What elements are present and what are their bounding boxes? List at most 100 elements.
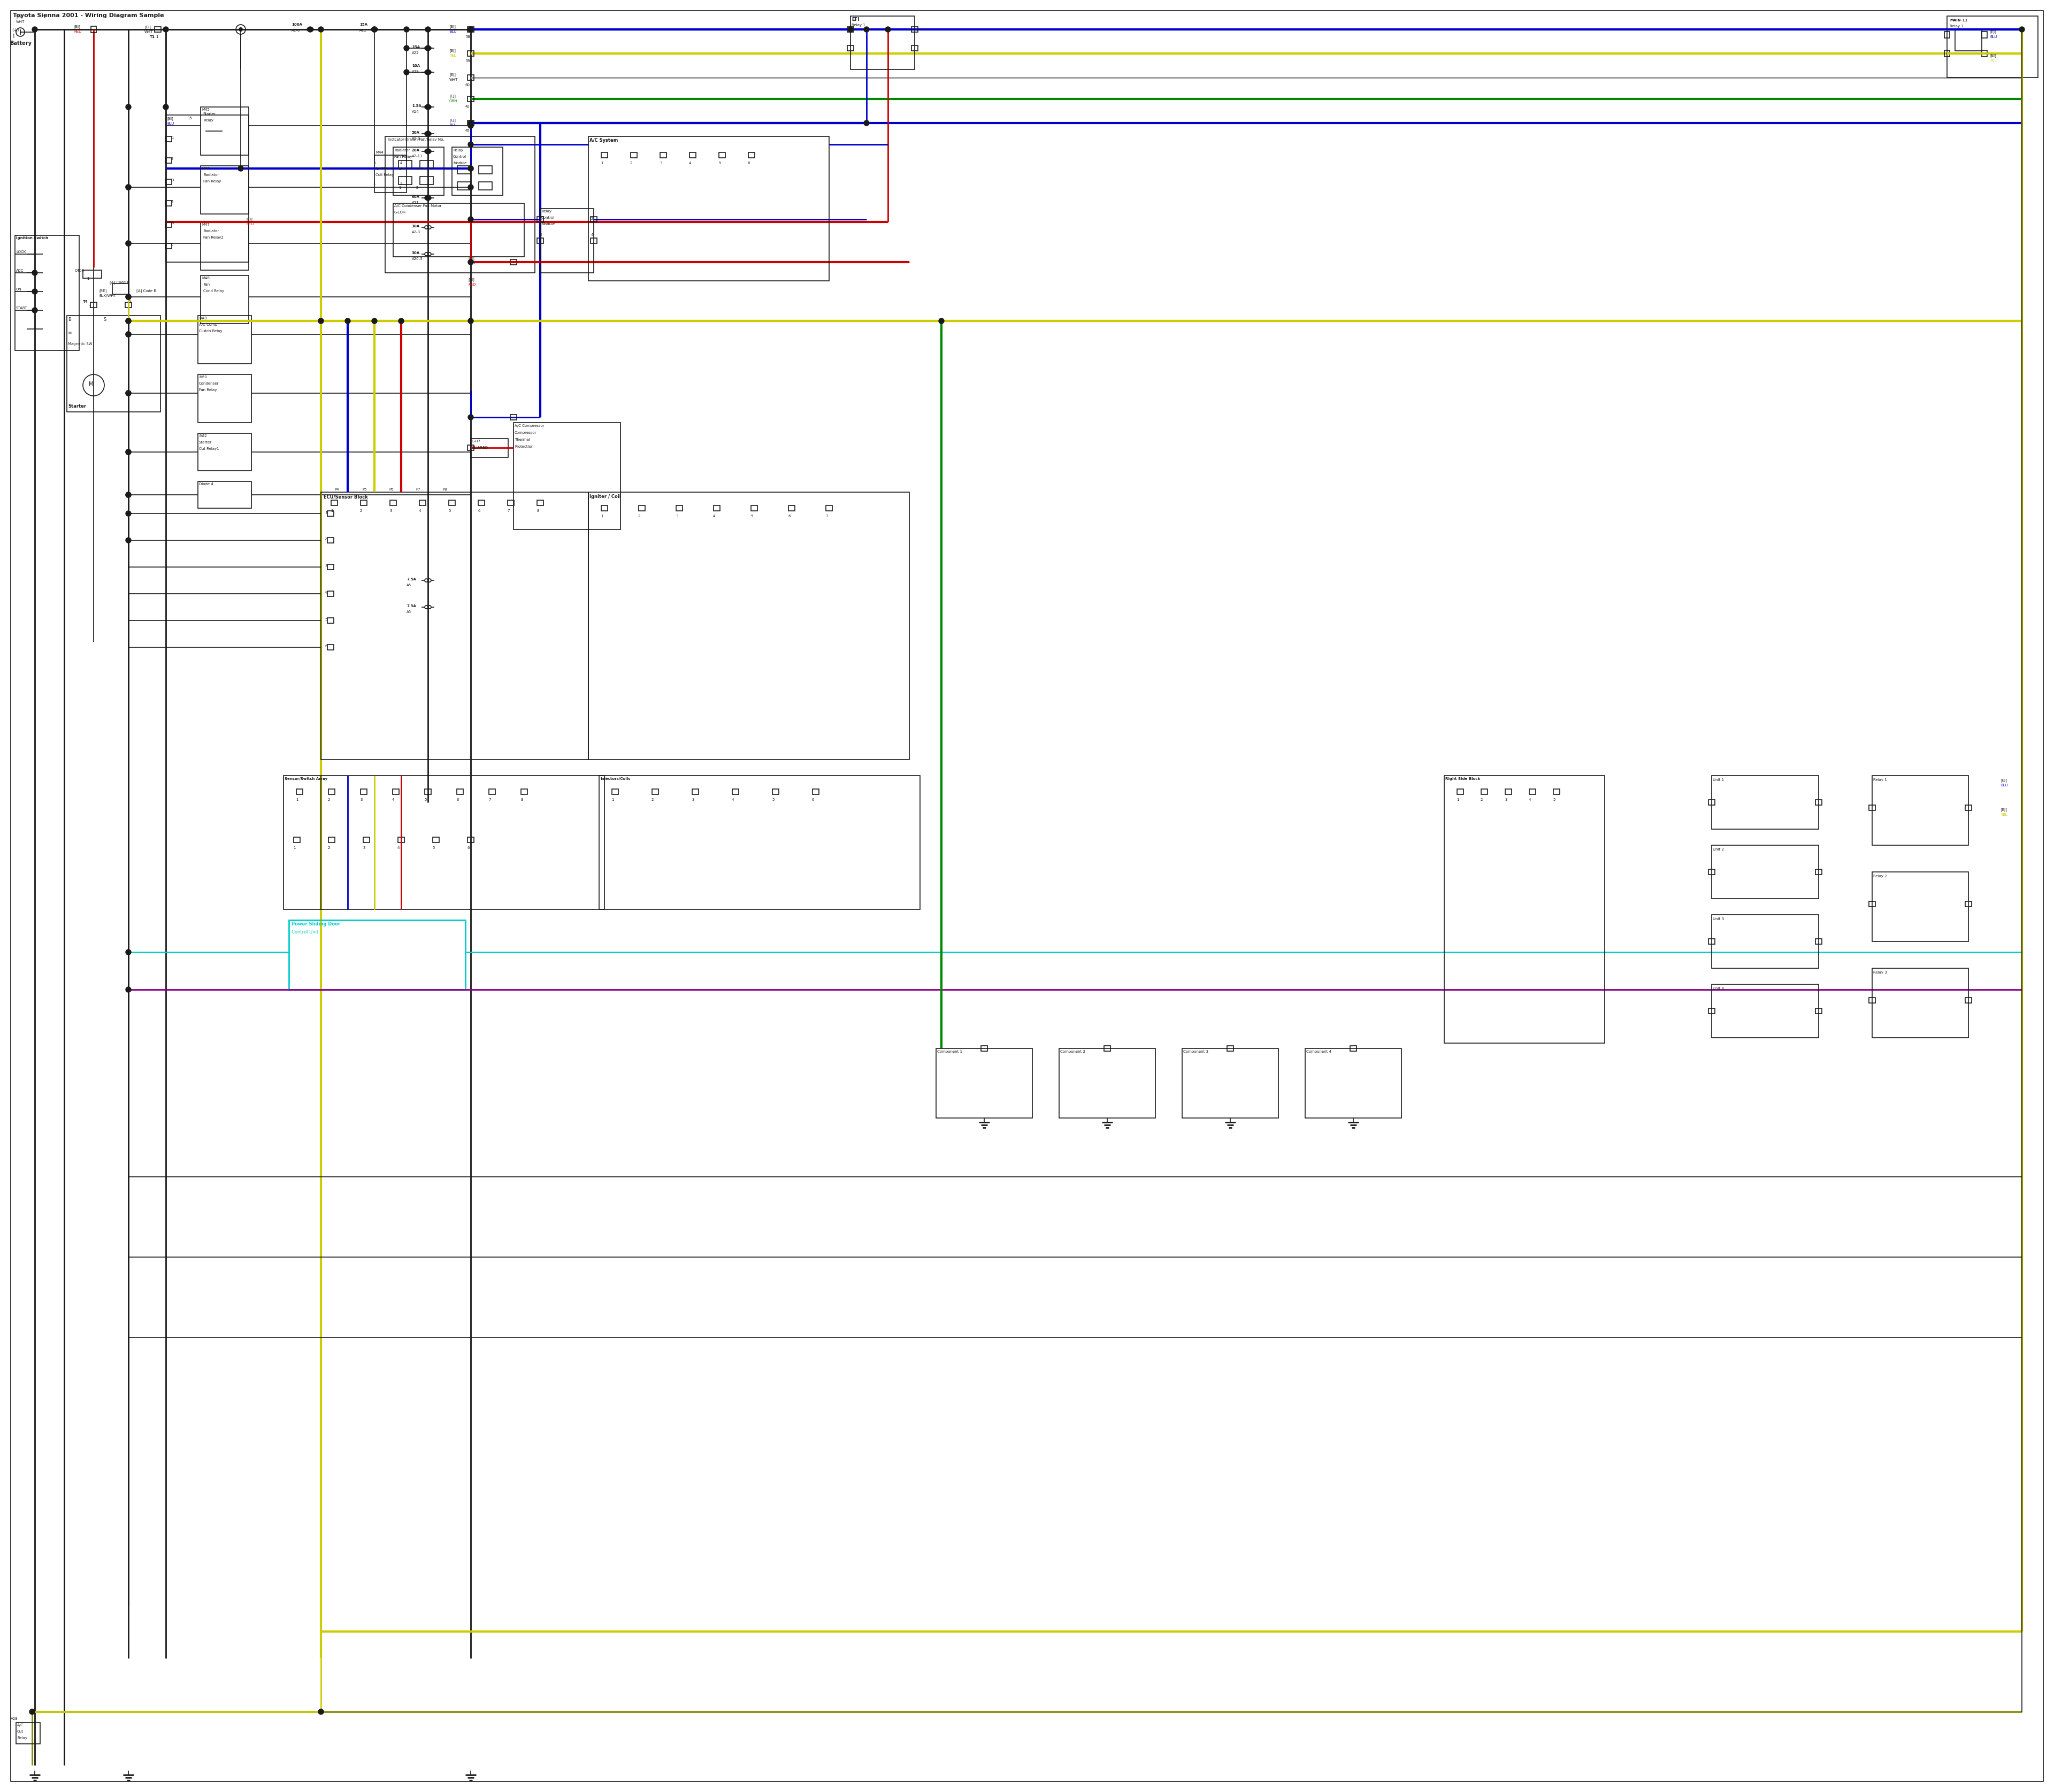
Text: P7: P7 xyxy=(415,487,421,491)
Bar xyxy=(468,837,474,842)
Text: B: B xyxy=(68,317,72,323)
Text: GRN: GRN xyxy=(450,100,458,102)
Circle shape xyxy=(33,308,37,314)
Text: Starter: Starter xyxy=(199,441,212,444)
Text: 5: 5 xyxy=(772,797,774,801)
Bar xyxy=(364,837,370,842)
Bar xyxy=(452,147,503,195)
Bar xyxy=(398,177,413,185)
Bar xyxy=(536,217,544,222)
Bar xyxy=(329,788,335,794)
Text: 50A: 50A xyxy=(413,131,419,134)
Bar xyxy=(1982,32,1986,38)
Text: Relay 1: Relay 1 xyxy=(1873,778,1888,781)
Text: 1: 1 xyxy=(43,14,45,18)
Text: 3: 3 xyxy=(1506,797,1508,801)
Text: YEL: YEL xyxy=(450,54,456,57)
Text: [EE]: [EE] xyxy=(99,289,107,292)
Circle shape xyxy=(468,120,472,125)
Text: C-H7: C-H7 xyxy=(472,439,481,443)
Circle shape xyxy=(939,319,945,324)
Circle shape xyxy=(125,332,131,337)
Circle shape xyxy=(162,27,168,32)
Bar xyxy=(197,434,251,471)
Bar xyxy=(164,244,173,249)
Bar xyxy=(433,837,440,842)
Circle shape xyxy=(425,27,431,32)
Bar xyxy=(1711,846,1818,898)
Text: Relay: Relay xyxy=(454,149,464,152)
Circle shape xyxy=(425,45,431,50)
Text: M: M xyxy=(68,332,72,335)
Bar xyxy=(651,788,659,794)
Text: Starter: Starter xyxy=(203,113,216,115)
Text: BLU: BLU xyxy=(450,30,456,34)
Bar xyxy=(1481,788,1487,794)
Bar xyxy=(937,1048,1033,1118)
Circle shape xyxy=(468,319,472,324)
Text: YEL: YEL xyxy=(1990,59,1996,63)
Text: Power Sliding Door: Power Sliding Door xyxy=(292,921,341,926)
Text: 4: 4 xyxy=(1528,797,1530,801)
Text: 3: 3 xyxy=(676,514,678,518)
Text: [EJ]: [EJ] xyxy=(2001,778,2007,781)
Text: A2-3: A2-3 xyxy=(413,231,421,233)
Text: RED: RED xyxy=(468,283,477,287)
Circle shape xyxy=(468,27,472,32)
Text: Relay 3: Relay 3 xyxy=(1873,971,1888,975)
Text: 4: 4 xyxy=(688,161,692,165)
Text: Fan Relay: Fan Relay xyxy=(199,389,218,392)
Bar xyxy=(201,222,249,271)
Text: (+): (+) xyxy=(12,29,18,32)
Text: 1: 1 xyxy=(331,509,333,513)
Text: 3: 3 xyxy=(374,161,376,165)
Text: 6: 6 xyxy=(170,244,175,246)
Text: 1: 1 xyxy=(170,136,175,140)
Bar xyxy=(1226,1047,1234,1052)
Text: M44: M44 xyxy=(376,151,384,154)
Text: [A] Code B: [A] Code B xyxy=(136,289,156,292)
Circle shape xyxy=(318,1710,325,1715)
Bar xyxy=(536,238,544,244)
Text: [EJ]: [EJ] xyxy=(450,95,456,99)
Text: 3: 3 xyxy=(398,167,401,170)
Bar xyxy=(1955,29,1982,50)
Bar xyxy=(392,788,398,794)
Text: 7.5A: 7.5A xyxy=(407,577,417,581)
Text: Module: Module xyxy=(454,161,466,165)
Bar xyxy=(1444,776,1604,1043)
Bar xyxy=(982,1047,988,1052)
Text: Cond Relay: Cond Relay xyxy=(203,289,224,292)
Text: Sensor/Switch Array: Sensor/Switch Array xyxy=(286,778,327,781)
Text: 4: 4 xyxy=(170,201,173,202)
Text: P6: P6 xyxy=(388,487,394,491)
Text: 1: 1 xyxy=(538,217,542,220)
Text: 2: 2 xyxy=(325,538,327,541)
Circle shape xyxy=(468,167,472,172)
Bar xyxy=(602,152,608,158)
Bar xyxy=(386,136,534,272)
Bar xyxy=(68,315,160,412)
Text: 1: 1 xyxy=(156,36,158,38)
Circle shape xyxy=(372,27,378,32)
Text: Fan Relay: Fan Relay xyxy=(394,156,413,158)
Text: 20A: 20A xyxy=(413,149,419,152)
Text: Ignition Switch: Ignition Switch xyxy=(16,237,47,240)
Bar xyxy=(197,315,251,364)
Text: Radiator: Radiator xyxy=(394,149,411,152)
Circle shape xyxy=(865,27,869,32)
Text: 2: 2 xyxy=(359,509,362,513)
Text: Relay: Relay xyxy=(203,118,214,122)
Bar xyxy=(1709,869,1715,874)
Bar xyxy=(154,27,160,32)
Bar xyxy=(1869,998,1875,1004)
Text: [EI]: [EI] xyxy=(144,25,150,29)
Circle shape xyxy=(425,149,431,154)
Text: M49: M49 xyxy=(199,317,207,321)
Text: 6: 6 xyxy=(811,797,813,801)
Text: BLK/WHT: BLK/WHT xyxy=(99,294,115,297)
Text: 5: 5 xyxy=(1553,797,1555,801)
Bar xyxy=(1553,788,1559,794)
Bar xyxy=(1304,1048,1401,1118)
Bar xyxy=(1945,32,1949,38)
